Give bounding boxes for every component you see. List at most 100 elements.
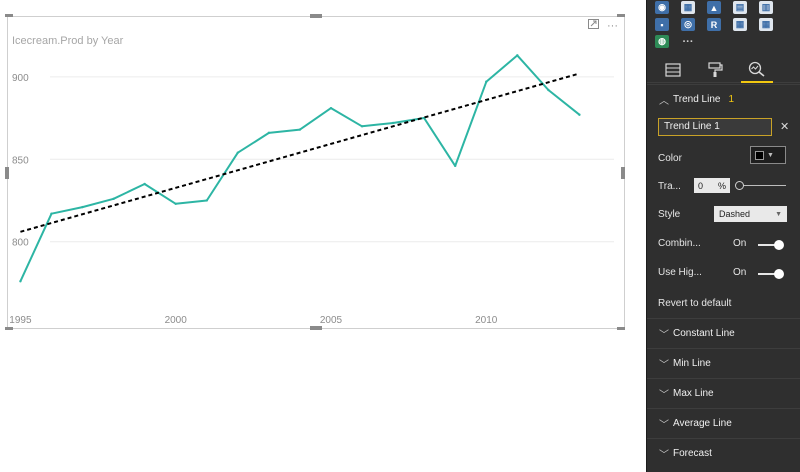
data-point <box>578 113 581 116</box>
section-label: Average Line <box>673 418 732 429</box>
constant-line-section[interactable]: ﹀ Constant Line <box>647 318 800 348</box>
resize-handle-right[interactable] <box>621 167 625 179</box>
multirow-card-visual-icon[interactable]: ▥ <box>759 1 773 14</box>
style-selected-value: Dashed <box>719 209 751 219</box>
style-label: Style <box>658 209 681 220</box>
data-point <box>205 199 208 202</box>
y-tick-label: 850 <box>12 155 29 166</box>
color-swatch <box>755 150 764 160</box>
use-highlight-state: On <box>733 267 747 278</box>
data-point <box>547 88 550 92</box>
trend-line <box>20 72 580 233</box>
data-point <box>485 80 488 83</box>
data-point <box>298 128 302 131</box>
use-highlight-label: Use Hig... <box>658 267 702 278</box>
x-tick-label: 2005 <box>320 315 343 326</box>
section-label: Constant Line <box>673 328 735 339</box>
data-point <box>81 205 84 209</box>
kpi-visual-icon[interactable]: ▪ <box>655 18 669 31</box>
chevron-up-icon: ︿ <box>659 96 669 107</box>
analytics-magnifier-icon <box>748 61 765 77</box>
transparency-input[interactable]: 0 % <box>694 178 730 193</box>
analytics-tab[interactable] <box>741 56 773 83</box>
data-point <box>267 131 271 135</box>
custom-visual-icon[interactable]: ◍ <box>655 35 669 48</box>
y-tick-label: 800 <box>12 238 29 249</box>
donut-visual-icon[interactable]: ◎ <box>681 18 695 31</box>
trend-line-section-header[interactable]: ︿ Trend Line 1 <box>647 84 800 114</box>
chart-title: Icecream.Prod by Year <box>12 35 124 47</box>
line-chart-visual[interactable]: Icecream.Prod by Year ··· 800 850 900 1995 2… <box>5 14 625 330</box>
transparency-label: Tra... <box>658 181 681 192</box>
format-tab[interactable] <box>699 56 731 83</box>
y-tick-label: 900 <box>12 73 29 84</box>
fields-tab[interactable] <box>657 56 689 83</box>
data-point <box>174 202 177 205</box>
resize-corner-top-left[interactable] <box>5 14 13 17</box>
chevron-down-icon: ﹀ <box>659 390 669 401</box>
transparency-unit: % <box>717 180 726 191</box>
data-point <box>50 212 53 215</box>
matrix-visual-icon[interactable]: ▦ <box>759 18 773 31</box>
chevron-down-icon: ▼ <box>767 151 774 159</box>
chevron-down-icon: ﹀ <box>659 330 669 341</box>
chevron-down-icon: ﹀ <box>659 420 669 431</box>
r-visual-icon[interactable]: R <box>707 18 721 31</box>
data-point <box>516 54 519 57</box>
trend-line-name-input[interactable]: Trend Line 1 <box>658 118 772 136</box>
forecast-section[interactable]: ﹀ Forecast <box>647 438 800 468</box>
transparency-value: 0 <box>698 180 704 191</box>
gauge-visual-icon[interactable]: ▦ <box>681 1 695 14</box>
max-line-section[interactable]: ﹀ Max Line <box>647 378 800 408</box>
data-point <box>360 125 364 128</box>
section-label: Forecast <box>673 448 712 459</box>
min-line-section[interactable]: ﹀ Min Line <box>647 348 800 378</box>
visualizations-gallery: ◉ ▦ ▲ ▤ ▥ ▪ ◎ R ▦ ▦ ◍ ··· <box>655 0 795 52</box>
data-point <box>391 121 395 125</box>
x-tick-label: 2000 <box>165 315 188 326</box>
resize-handle-left[interactable] <box>5 167 9 179</box>
x-tick-label: 2010 <box>475 315 498 326</box>
combine-series-toggle[interactable] <box>758 240 784 250</box>
resize-corner-top-right[interactable] <box>617 14 625 17</box>
average-line-section[interactable]: ﹀ Average Line <box>647 408 800 438</box>
combine-series-label: Combin... <box>658 238 701 249</box>
chart-plot: 800 850 900 1995 2000 2005 2010 <box>9 54 614 326</box>
chevron-down-icon: ﹀ <box>659 360 669 371</box>
resize-corner-bottom-right[interactable] <box>617 327 625 330</box>
section-label: Max Line <box>673 388 714 399</box>
table-visual-icon[interactable]: ▦ <box>733 18 747 31</box>
globe-map-visual-icon[interactable]: ◉ <box>655 1 669 14</box>
data-point <box>453 164 457 168</box>
x-tick-label: 1995 <box>9 315 32 326</box>
more-options-icon[interactable]: ··· <box>607 19 618 32</box>
data-point <box>112 197 115 201</box>
style-dropdown[interactable]: Dashed ▼ <box>714 206 787 222</box>
focus-mode-icon[interactable] <box>588 19 599 32</box>
pane-tabs <box>647 56 800 83</box>
resize-corner-bottom-left[interactable] <box>5 327 13 330</box>
transparency-slider-track[interactable] <box>738 185 786 186</box>
data-point <box>143 182 146 186</box>
fields-icon <box>665 62 681 77</box>
more-visuals-icon[interactable]: ··· <box>682 35 694 48</box>
data-point <box>329 106 333 110</box>
transparency-slider-handle[interactable] <box>735 181 744 190</box>
close-icon[interactable]: ✕ <box>780 121 790 133</box>
analytics-pane: ◉ ▦ ▲ ▤ ▥ ▪ ◎ R ▦ ▦ ◍ ··· ︿ Trend Line 1… <box>646 0 800 472</box>
report-canvas: Icecream.Prod by Year ··· 800 850 900 1995 2… <box>5 14 625 330</box>
format-paint-roller-icon <box>708 61 723 77</box>
use-highlight-toggle[interactable] <box>758 269 784 279</box>
revert-to-default-link[interactable]: Revert to default <box>658 298 732 309</box>
resize-handle-bottom[interactable] <box>310 326 322 330</box>
trend-line-section-label: Trend Line <box>673 94 721 105</box>
data-point <box>19 280 22 283</box>
card-visual-icon[interactable]: ▤ <box>733 1 747 14</box>
resize-handle-top[interactable] <box>310 14 322 18</box>
combine-series-state: On <box>733 238 747 249</box>
funnel-visual-icon[interactable]: ▲ <box>707 1 721 14</box>
data-point <box>236 151 240 154</box>
chevron-down-icon: ▼ <box>775 210 782 218</box>
visual-header-icons: ··· <box>588 19 618 32</box>
color-picker[interactable]: ▼ <box>750 146 786 164</box>
